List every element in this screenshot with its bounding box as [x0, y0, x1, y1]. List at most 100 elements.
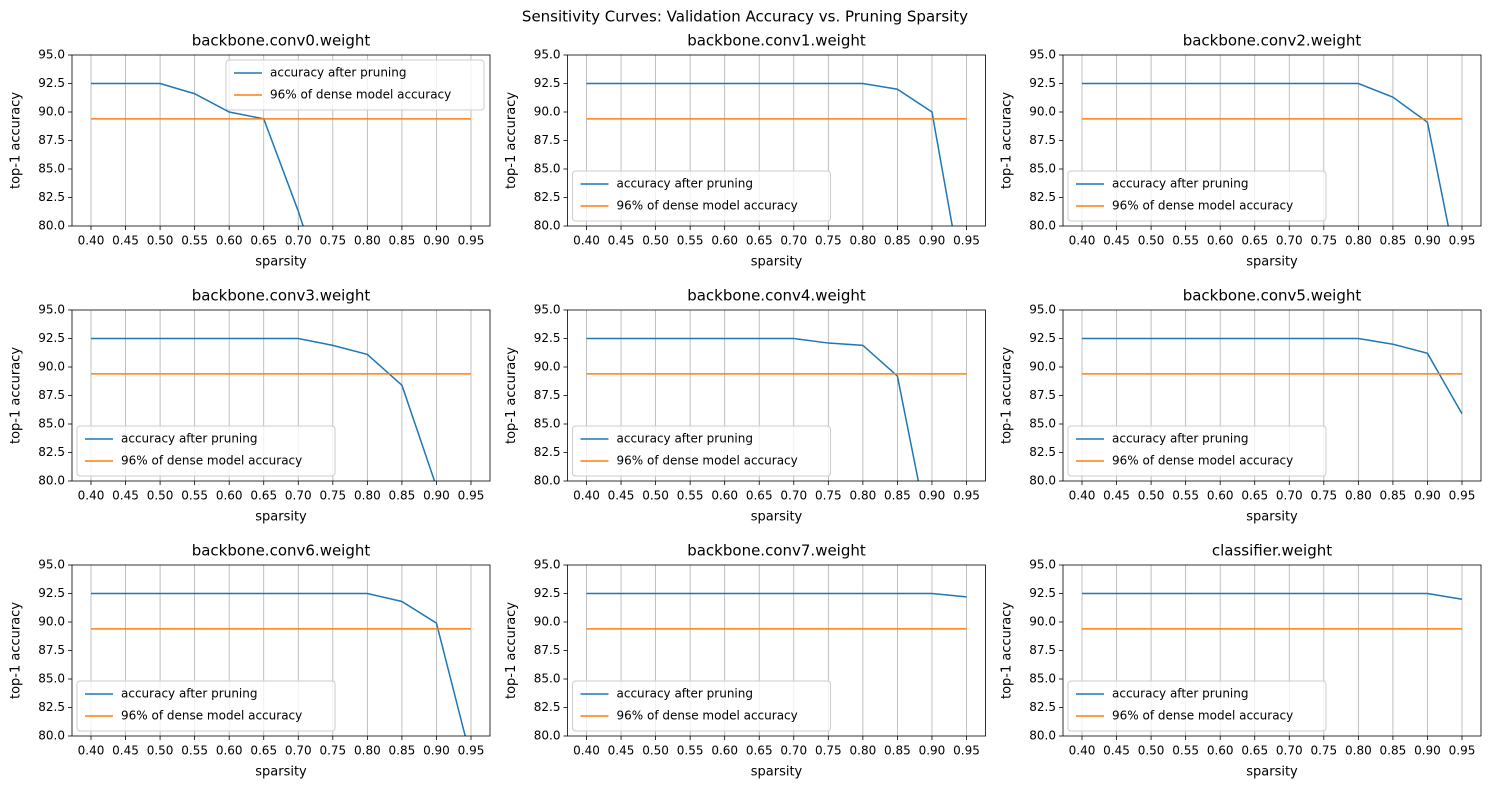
- x-tick-label: 0.55: [677, 234, 704, 248]
- y-tick-label: 92.5: [534, 76, 561, 90]
- x-tick-label: 0.80: [1345, 744, 1372, 758]
- x-tick-label: 0.65: [1241, 489, 1268, 503]
- x-tick-label: 0.60: [711, 744, 738, 758]
- legend-label: 96% of dense model accuracy: [121, 709, 302, 723]
- legend: accuracy after pruning 96% of dense model…: [76, 680, 336, 732]
- legend: accuracy after pruning 96% of dense model…: [1067, 425, 1327, 477]
- subplot: 0.40 0.45 0.50 0.55 0.60 0.65 0.70 0.75 0.80 0.85…: [9, 32, 491, 270]
- x-tick-label: 0.60: [1207, 744, 1234, 758]
- x-tick-label: 0.95: [1449, 744, 1476, 758]
- legend-label: accuracy after pruning: [1112, 432, 1248, 446]
- x-tick-label: 0.95: [458, 234, 485, 248]
- x-tick-label: 0.55: [181, 489, 208, 503]
- x-tick-label: 0.45: [608, 744, 635, 758]
- x-tick-label: 0.85: [884, 489, 911, 503]
- x-tick-label: 0.55: [1172, 234, 1199, 248]
- x-tick-label: 0.70: [780, 744, 807, 758]
- y-tick-label: 95.0: [1029, 303, 1056, 317]
- axes-frame: [71, 564, 491, 737]
- x-tick-label: 0.60: [1207, 489, 1234, 503]
- legend-box: [76, 680, 336, 732]
- x-tick-label: 0.70: [780, 234, 807, 248]
- x-tick-label: 0.40: [78, 744, 105, 758]
- y-tick-label: 95.0: [534, 303, 561, 317]
- y-tick-label: 82.5: [1029, 445, 1056, 459]
- x-tick-label: 0.45: [1103, 234, 1130, 248]
- y-tick-label: 80.0: [1029, 219, 1056, 233]
- y-tick-label: 80.0: [534, 729, 561, 743]
- x-axis-label: sparsity: [1246, 510, 1298, 525]
- y-tick-label: 82.5: [38, 190, 65, 204]
- legend-label: accuracy after pruning: [270, 66, 406, 80]
- y-tick-label: 80.0: [38, 219, 65, 233]
- x-tick-label: 0.60: [216, 234, 243, 248]
- x-tick-label: 0.90: [919, 234, 946, 248]
- subplot: 0.40 0.45 0.50 0.55 0.60 0.65 0.70 0.75 0.80 0.85…: [1000, 287, 1482, 525]
- x-tick-label: 0.85: [884, 744, 911, 758]
- x-tick-label: 0.60: [216, 489, 243, 503]
- legend-box: [1067, 170, 1327, 222]
- x-tick-label: 0.85: [1380, 234, 1407, 248]
- x-tick-label: 0.80: [354, 744, 381, 758]
- x-tick-label: 0.80: [1345, 234, 1372, 248]
- legend: accuracy after pruning 96% of dense model…: [572, 170, 831, 222]
- y-axis-label: top-1 accuracy: [504, 347, 519, 444]
- y-tick-label: 80.0: [1029, 729, 1056, 743]
- x-tick-label: 0.50: [1138, 489, 1165, 503]
- x-tick-label: 0.85: [389, 234, 416, 248]
- x-axis-label: sparsity: [255, 255, 307, 270]
- y-tick-label: 87.5: [1029, 133, 1056, 147]
- legend: accuracy after pruning 96% of dense model…: [76, 425, 336, 477]
- x-tick-label: 0.70: [1276, 744, 1303, 758]
- y-tick-label: 90.0: [38, 360, 65, 374]
- x-tick-label: 0.50: [642, 744, 669, 758]
- y-tick-label: 80.0: [534, 474, 561, 488]
- subplot-title: classifier.weight: [1212, 542, 1332, 560]
- x-tick-label: 0.65: [1241, 234, 1268, 248]
- x-tick-label: 0.40: [1069, 744, 1096, 758]
- y-tick-label: 85.0: [1029, 417, 1056, 431]
- x-tick-label: 0.40: [573, 234, 600, 248]
- x-tick-label: 0.90: [423, 744, 450, 758]
- axes-frame: [567, 564, 986, 737]
- x-tick-label: 0.75: [319, 489, 346, 503]
- x-tick-label: 0.65: [250, 489, 277, 503]
- y-tick-label: 85.0: [38, 162, 65, 176]
- y-tick-label: 90.0: [38, 105, 65, 119]
- x-tick-label: 0.80: [850, 744, 877, 758]
- y-axis-label: top-1 accuracy: [1000, 347, 1015, 444]
- y-tick-label: 95.0: [534, 558, 561, 572]
- x-tick-label: 0.55: [677, 744, 704, 758]
- line-series: [91, 82, 304, 226]
- y-tick-label: 85.0: [534, 672, 561, 686]
- x-tick-label: 0.70: [1276, 489, 1303, 503]
- legend-label: accuracy after pruning: [121, 687, 257, 701]
- y-tick-label: 92.5: [1029, 586, 1056, 600]
- y-tick-label: 82.5: [38, 700, 65, 714]
- line-series: [586, 337, 920, 481]
- y-axis-label: top-1 accuracy: [504, 602, 519, 699]
- subplot-title: backbone.conv6.weight: [192, 542, 371, 560]
- axes-frame: [71, 54, 491, 227]
- axes-frame: [1062, 54, 1482, 227]
- x-tick-label: 0.45: [608, 234, 635, 248]
- legend: accuracy after pruning 96% of dense model…: [1067, 170, 1327, 222]
- y-tick-label: 85.0: [534, 417, 561, 431]
- x-tick-label: 0.45: [1103, 489, 1130, 503]
- y-tick-label: 87.5: [534, 388, 561, 402]
- y-tick-label: 92.5: [38, 76, 65, 90]
- legend-box: [76, 425, 336, 477]
- x-tick-label: 0.95: [1449, 489, 1476, 503]
- legend-box: [572, 425, 831, 477]
- x-tick-label: 0.55: [181, 234, 208, 248]
- x-tick-label: 0.40: [1069, 234, 1096, 248]
- legend-label: 96% of dense model accuracy: [617, 199, 798, 213]
- x-tick-label: 0.85: [389, 489, 416, 503]
- legend-label: 96% of dense model accuracy: [1112, 709, 1293, 723]
- legend-label: accuracy after pruning: [1112, 177, 1248, 191]
- x-tick-label: 0.90: [423, 489, 450, 503]
- subplot-title: backbone.conv3.weight: [192, 287, 371, 305]
- x-axis-label: sparsity: [751, 765, 803, 780]
- x-tick-label: 0.40: [78, 234, 105, 248]
- x-tick-label: 0.55: [677, 489, 704, 503]
